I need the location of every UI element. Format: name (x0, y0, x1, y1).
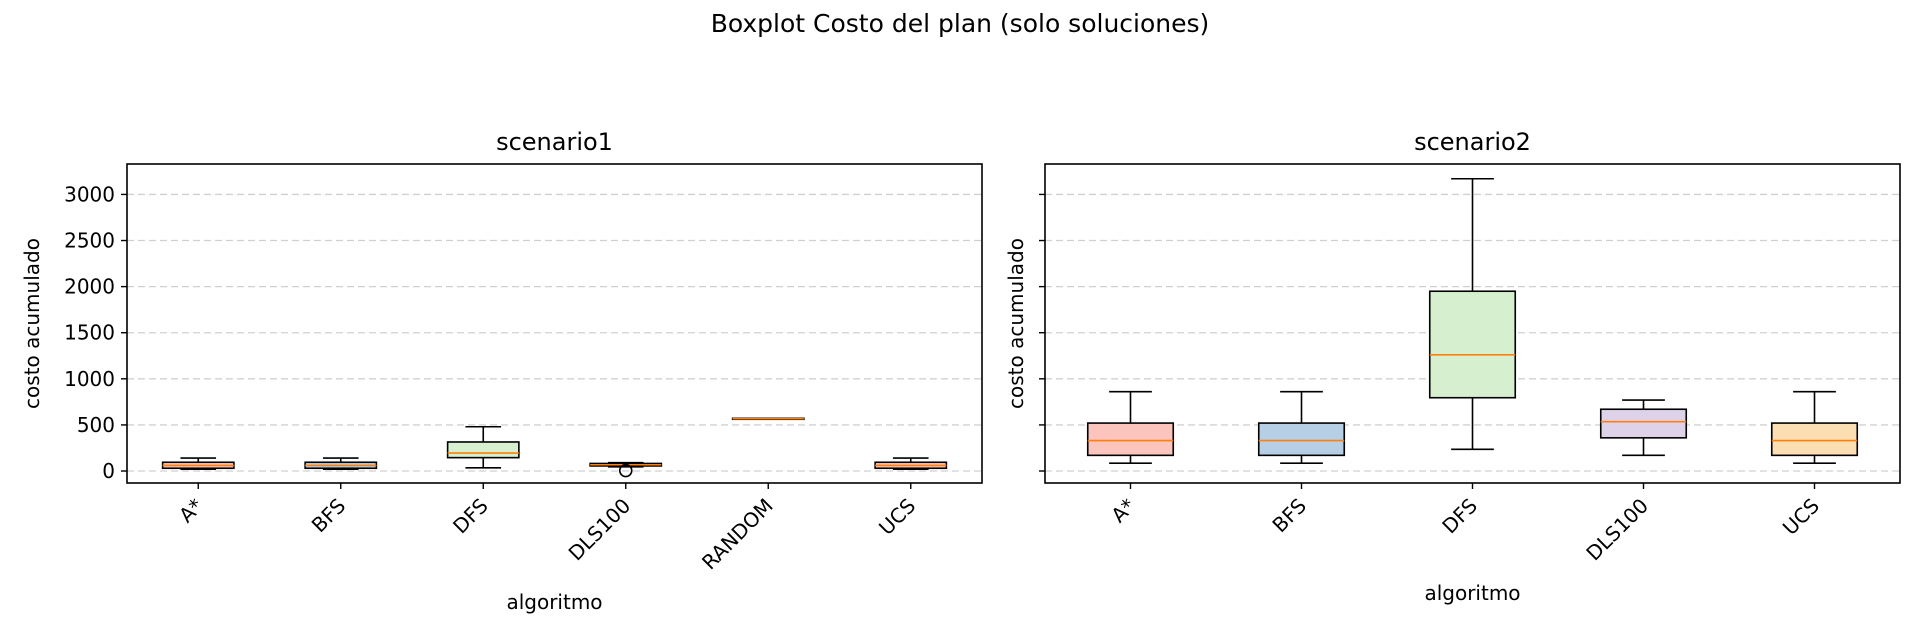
box-iqr (1428, 290, 1517, 399)
x-tick-label: BFS (1267, 494, 1311, 538)
y-tick-label: 2000 (64, 275, 115, 299)
x-tick-label: DLS100 (564, 494, 636, 566)
box-ucs (874, 457, 948, 470)
y-tick-label: 2500 (64, 229, 115, 253)
y-tick-label: 500 (77, 413, 115, 437)
flier-point (618, 463, 633, 478)
x-axis-label: algoritmo (1424, 581, 1520, 605)
x-tick-label: A* (1106, 494, 1140, 528)
figure-suptitle: Boxplot Costo del plan (solo soluciones) (711, 9, 1210, 38)
box-iqr (1257, 422, 1346, 457)
x-tick-label: DFS (448, 494, 493, 539)
y-tick-label: 0 (102, 459, 115, 483)
box-a- (1086, 390, 1175, 464)
y-tick-label: 3000 (64, 182, 115, 206)
panel-title: scenario2 (1414, 128, 1531, 156)
x-tick-label: DLS100 (1581, 494, 1653, 566)
box-iqr (1086, 422, 1175, 457)
box-bfs (304, 457, 378, 470)
x-tick-label: A* (174, 494, 208, 528)
box-ucs (1770, 390, 1859, 464)
x-tick-label: UCS (1778, 494, 1824, 540)
box-random (731, 417, 805, 421)
x-tick-label: RANDOM (697, 494, 778, 575)
box-dls100 (1599, 399, 1688, 457)
y-tick-label: 1500 (64, 321, 115, 345)
x-tick-label: DFS (1437, 494, 1482, 539)
box-iqr (1770, 422, 1859, 457)
y-axis-label: costo acumulado (20, 238, 44, 409)
x-axis-label: algoritmo (506, 590, 602, 614)
y-gridlines (127, 193, 982, 472)
box-dfs (446, 425, 520, 469)
box-dls100 (589, 461, 663, 478)
y-tick-label: 1000 (64, 367, 115, 391)
x-tick-label: BFS (307, 494, 351, 538)
y-axis-label: costo acumulado (1004, 238, 1028, 409)
box-dfs (1428, 177, 1517, 451)
chart-panel-2: A* BFS DFS DLS100 UCS scenario2 algoritmo costo… (1004, 128, 1901, 605)
box-iqr (446, 441, 520, 459)
axes-frame (126, 163, 983, 484)
chart-panel-1: 0 500 1000 1500 2000 2500 3000 A* BFS DFS DLS100 RA… (20, 128, 983, 614)
box-bfs (1257, 390, 1346, 464)
x-tick-label: UCS (874, 494, 920, 540)
box-a- (161, 457, 235, 470)
box-iqr (1599, 408, 1688, 439)
panel-title: scenario1 (496, 128, 613, 156)
